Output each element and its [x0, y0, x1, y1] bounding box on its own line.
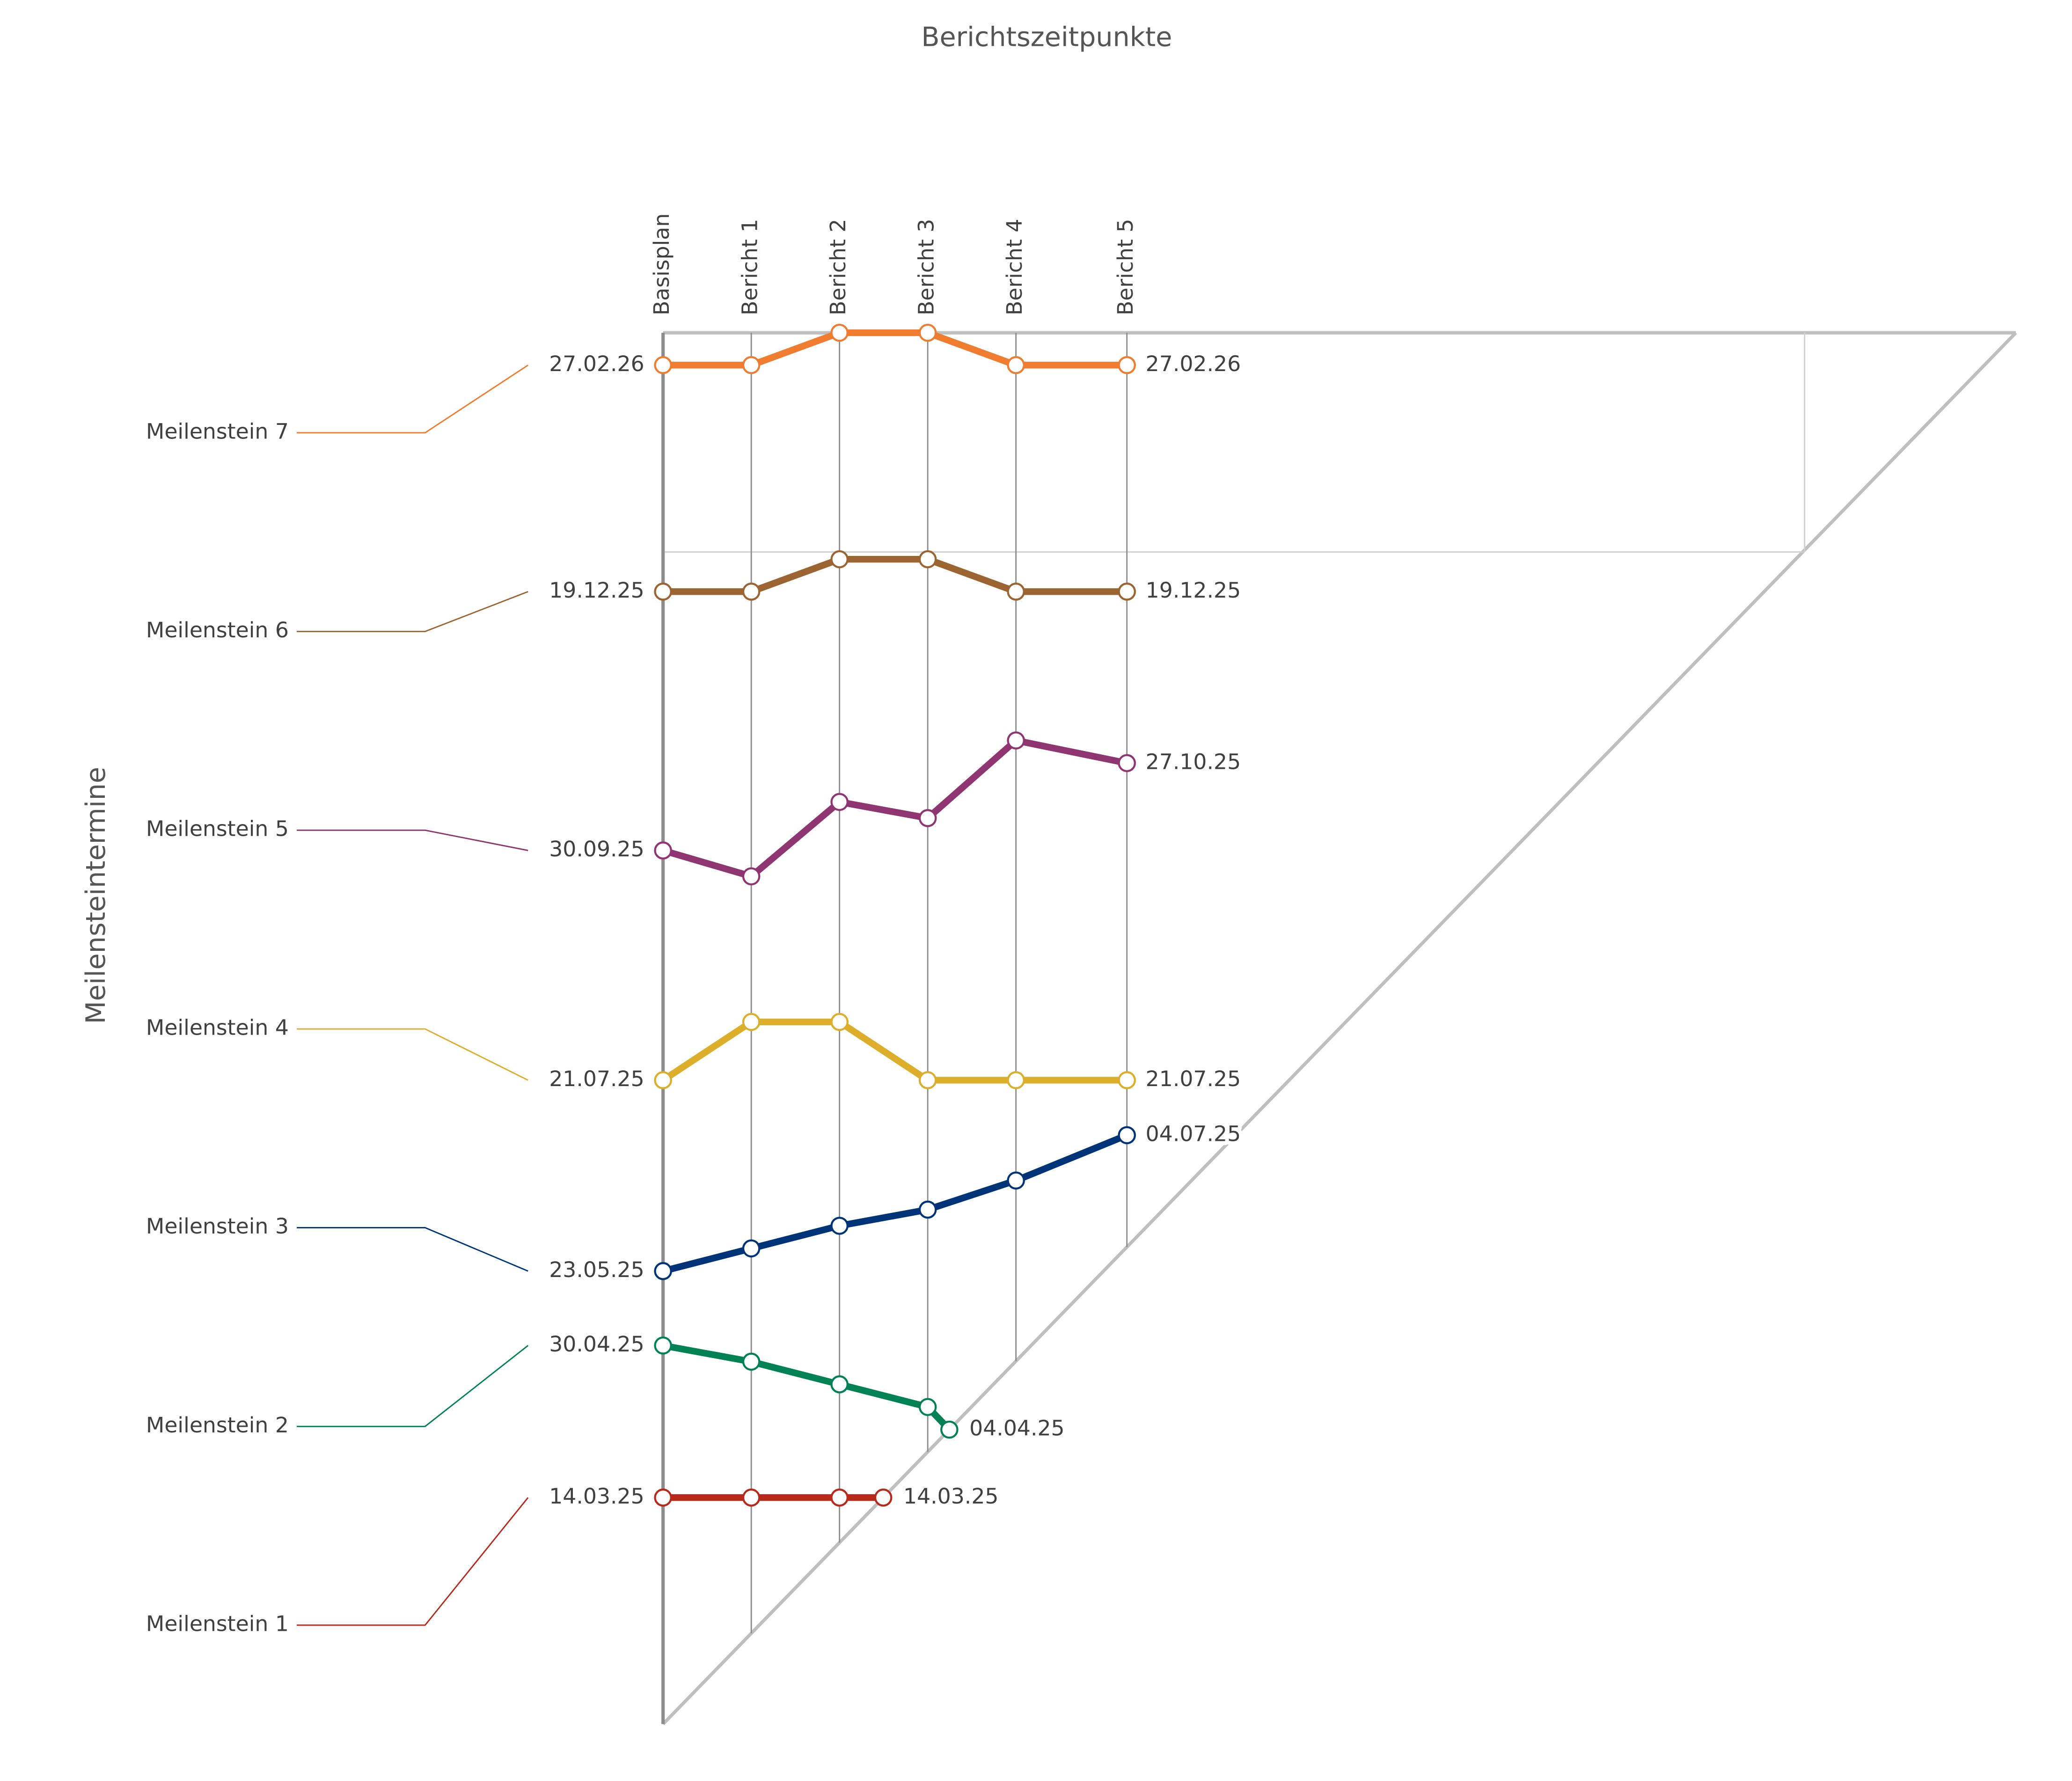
data-point — [1007, 731, 1025, 750]
value-label: 23.05.25 — [549, 1257, 644, 1282]
x-tick-label: Bericht 1 — [738, 219, 762, 316]
data-point — [654, 356, 672, 374]
x-tick-label: Bericht 3 — [914, 219, 939, 316]
data-point — [940, 1420, 959, 1439]
data-point — [1118, 1126, 1136, 1145]
data-point — [830, 1375, 849, 1394]
value-label: 19.12.25 — [1146, 578, 1241, 603]
value-label: 27.02.26 — [549, 351, 644, 376]
data-point — [742, 1239, 761, 1258]
data-point — [1007, 583, 1025, 601]
data-point — [742, 1013, 761, 1031]
data-point — [918, 1398, 937, 1416]
legend-label: Meilenstein 5 — [146, 817, 289, 841]
data-point — [654, 1071, 672, 1089]
data-point — [654, 1262, 672, 1280]
value-label: 19.12.25 — [549, 578, 644, 603]
data-point — [654, 841, 672, 860]
data-point — [742, 1489, 761, 1507]
legend-connector — [297, 1227, 528, 1272]
series-line — [663, 556, 1127, 595]
diagonal — [662, 331, 2017, 1725]
value-label: 04.04.25 — [969, 1416, 1064, 1441]
data-point — [830, 793, 849, 811]
data-point — [830, 1217, 849, 1235]
value-label: 30.04.25 — [549, 1332, 644, 1357]
data-point — [1118, 356, 1136, 374]
data-point — [654, 1336, 672, 1355]
x-tick-label: Bericht 2 — [826, 219, 850, 316]
data-point — [1118, 1071, 1136, 1089]
value-label: 30.09.25 — [549, 837, 644, 861]
legend-label: Meilenstein 2 — [146, 1413, 289, 1438]
data-point — [918, 323, 937, 342]
data-point — [742, 356, 761, 374]
legend-connector — [297, 591, 528, 632]
x-tick-label: Bericht 5 — [1113, 219, 1138, 316]
data-point — [874, 1489, 893, 1507]
series-line — [661, 1018, 1127, 1084]
data-point — [1007, 1171, 1025, 1190]
legend-connector — [297, 365, 528, 434]
legend-connector — [297, 1345, 529, 1427]
value-label: 14.03.25 — [549, 1484, 644, 1509]
data-point — [654, 1489, 672, 1507]
data-point — [742, 1352, 761, 1371]
legend-connector — [297, 1497, 529, 1626]
value-label: 21.07.25 — [549, 1066, 644, 1091]
data-point — [918, 1071, 937, 1089]
value-label: 14.03.25 — [903, 1484, 998, 1509]
data-point — [918, 809, 937, 827]
y-axis-title: Meilensteintermine — [81, 767, 111, 1024]
legend-label: Meilenstein 6 — [146, 618, 289, 642]
value-label: 21.07.25 — [1146, 1066, 1241, 1091]
chart-title: Berichtszeitpunkte — [921, 22, 1172, 52]
frame — [662, 331, 2017, 1725]
value-label: 04.07.25 — [1146, 1121, 1241, 1146]
data-point — [742, 583, 761, 601]
legend-connector — [297, 1028, 528, 1081]
data-point — [1118, 754, 1136, 773]
value-label: 27.10.25 — [1146, 749, 1241, 774]
data-point — [918, 1200, 937, 1219]
value-label: 27.02.26 — [1146, 351, 1241, 376]
legend-label: Meilenstein 7 — [146, 419, 289, 444]
series-line — [662, 737, 1128, 880]
x-tick-label: Bericht 4 — [1002, 219, 1027, 316]
data-point — [1007, 1071, 1025, 1089]
data-point — [742, 867, 761, 886]
x-tick-label: Basisplan — [649, 213, 674, 315]
data-point — [830, 323, 849, 342]
data-point — [654, 583, 672, 601]
legend-connector — [297, 829, 528, 851]
legend-label: Meilenstein 3 — [146, 1214, 289, 1239]
series-line — [663, 329, 1127, 369]
series-line — [662, 1132, 1128, 1275]
data-point — [1007, 356, 1025, 374]
data-point — [830, 1013, 849, 1031]
legend-label: Meilenstein 1 — [146, 1611, 289, 1636]
data-point — [1118, 583, 1136, 601]
data-point — [918, 550, 937, 569]
series-line — [662, 1342, 952, 1432]
data-point — [830, 550, 849, 569]
data-point — [830, 1489, 849, 1507]
legend-label: Meilenstein 4 — [146, 1015, 289, 1040]
